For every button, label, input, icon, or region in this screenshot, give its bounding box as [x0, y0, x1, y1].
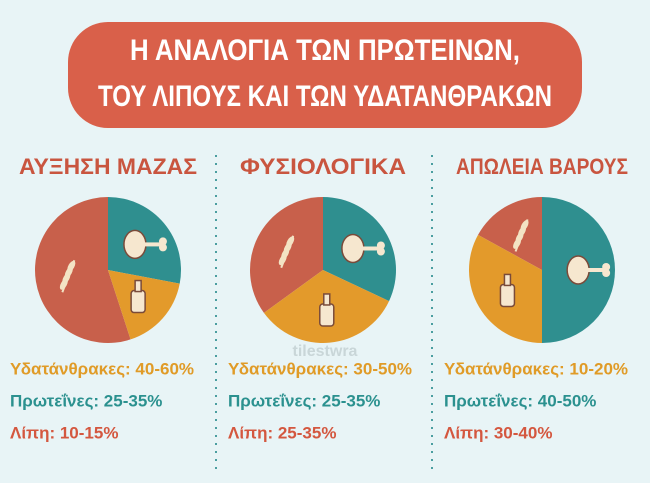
icon [361, 246, 380, 251]
title-line: ΤΟΥ ΛΙΠΟΥΣ ΚΑΙ ΤΩΝ ΥΔΑΤΑΝΘΡΑΚΩΝ [98, 80, 552, 113]
icon [499, 283, 516, 308]
watermark: tilestwra [293, 343, 358, 360]
icon [341, 233, 365, 264]
panel-title: ΦΥΣΙΟΛΟΓΙΚΑ [240, 154, 406, 179]
title-line: Η ΑΝΑΛΟΓΙΑ ΤΩΝ ΠΡΩΤΕΙΝΩΝ, [130, 34, 520, 67]
legend-label: Υδατάνθρακες: 40-60% [10, 359, 194, 378]
title-banner [68, 22, 582, 128]
icon [503, 273, 512, 287]
icon [134, 279, 142, 293]
icon [513, 238, 522, 249]
legend-label: Λίπη: 30-40% [444, 423, 552, 442]
icon [59, 278, 68, 290]
legend-label: Πρωτεΐνες: 40-50% [444, 391, 596, 410]
pie-slice [35, 197, 131, 344]
icon [376, 241, 385, 250]
icon [278, 254, 287, 266]
icon [158, 237, 167, 246]
icon [566, 255, 590, 285]
legend-label: Πρωτεΐνες: 25-35% [228, 391, 380, 410]
icon [143, 242, 162, 247]
pie-slice [478, 197, 542, 270]
legend-label: Πρωτεΐνες: 25-35% [10, 391, 162, 410]
legend-label: Λίπη: 25-35% [228, 423, 336, 442]
icon [158, 243, 167, 252]
legend-label: Υδατάνθρακες: 30-50% [228, 359, 412, 378]
icon [323, 293, 331, 306]
icon [602, 269, 611, 277]
legend-label: Λίπη: 10-15% [10, 423, 118, 442]
icon [587, 268, 606, 272]
icon [602, 263, 611, 271]
icon [123, 229, 147, 260]
panel-title: ΑΠΩΛΕΙΑ ΒΑΡΟΥΣ [456, 154, 628, 179]
legend-label: Υδατάνθρακες: 10-20% [444, 359, 628, 378]
icon [319, 303, 335, 327]
icon [376, 247, 385, 256]
panel-title: ΑΥΞΗΣΗ ΜΑΖΑΣ [19, 154, 197, 179]
icon [130, 289, 146, 314]
